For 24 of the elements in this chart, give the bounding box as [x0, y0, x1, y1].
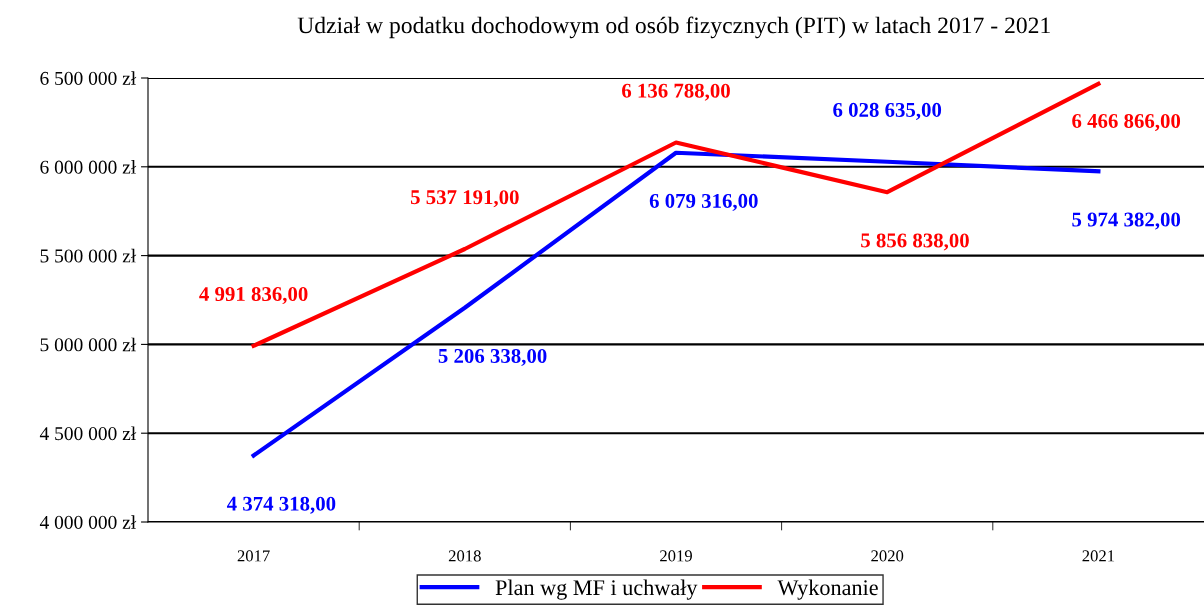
x-tick-label: 2019 — [660, 550, 692, 562]
data-label: 6 466 866,00 — [1072, 113, 1181, 132]
data-label: 4 374 318,00 — [226, 496, 336, 514]
data-label: 6 136 788,00 — [622, 83, 730, 101]
legend-label: Plan wg MF i uchwały — [495, 579, 698, 600]
data-label: 4 991 836,00 — [199, 287, 308, 305]
x-tick-label: 2018 — [448, 550, 481, 562]
data-label: 5 206 338,00 — [438, 348, 547, 366]
data-label: 6 079 316,00 — [649, 193, 758, 211]
x-tick-label: 2017 — [237, 550, 270, 562]
data-label: 5 974 382,00 — [1072, 212, 1181, 230]
legend-label: Wykonanie — [777, 579, 878, 600]
y-tick-label: 5 000 000 zł — [40, 337, 137, 352]
x-tick-label: 2021 — [1082, 550, 1115, 562]
data-label: 5 537 191,00 — [410, 190, 519, 208]
data-label: 6 028 635,00 — [833, 102, 942, 120]
x-tick-label: 2020 — [871, 550, 904, 562]
data-label: 5 856 838,00 — [861, 233, 969, 251]
y-tick-label: 6 000 000 zł — [40, 160, 137, 174]
y-tick-label: 4 000 000 zł — [39, 515, 137, 529]
y-tick-label: 6 500 000 zł — [40, 71, 137, 85]
y-tick-label: 4 500 000 zł — [39, 426, 137, 441]
chart-title: Udział w podatku dochodowym od osób fizycznych (PIT) w latach 2017 - 2021 — [297, 16, 1050, 39]
y-tick-label: 5 500 000 zł — [40, 248, 137, 263]
